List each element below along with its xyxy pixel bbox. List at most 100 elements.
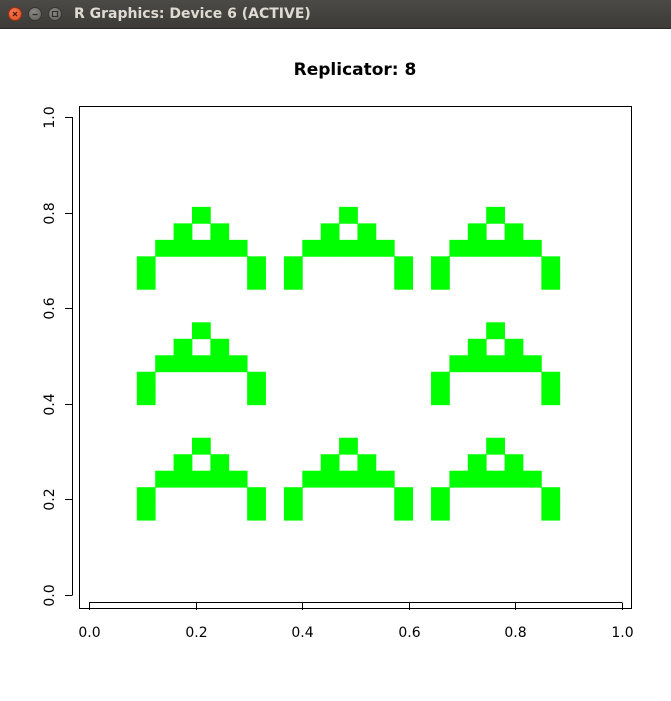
heatmap-cell <box>467 223 487 241</box>
heatmap-cell <box>522 355 542 373</box>
heatmap-cell <box>173 239 193 257</box>
heatmap-cell <box>191 239 211 257</box>
heatmap-cell <box>136 388 156 406</box>
x-tick-label: 0.0 <box>78 625 100 641</box>
heatmap-cell <box>375 239 395 257</box>
heatmap-cell <box>210 223 230 241</box>
heatmap-cell <box>486 470 505 488</box>
window-title: R Graphics: Device 6 (ACTIVE) <box>74 6 311 22</box>
heatmap-cell <box>449 470 469 488</box>
minimize-icon[interactable] <box>28 7 42 21</box>
heatmap-cell <box>247 272 266 290</box>
heatmap-cell <box>541 503 561 521</box>
heatmap-cell <box>431 487 450 505</box>
maximize-icon[interactable] <box>48 7 62 21</box>
x-tick-label: 1.0 <box>611 625 633 641</box>
heatmap-cell <box>467 470 487 488</box>
heatmap-cell <box>302 470 322 488</box>
heatmap-cell <box>228 239 248 257</box>
heatmap-cell <box>283 487 303 505</box>
heatmap-cell <box>339 239 358 257</box>
x-tick-label: 0.2 <box>185 625 207 641</box>
heatmap-cell <box>228 470 248 488</box>
heatmap-cell <box>467 239 487 257</box>
heatmap-cell <box>541 256 561 274</box>
heatmap-cell <box>394 272 414 290</box>
y-tick-label: 0.4 <box>42 393 58 415</box>
heatmap-cell <box>155 355 174 373</box>
heatmap-cell <box>320 239 340 257</box>
heatmap-cell <box>522 470 542 488</box>
y-tick-label: 0.8 <box>42 202 58 224</box>
heatmap-cell <box>173 470 193 488</box>
heatmap-cell <box>504 355 524 373</box>
heatmap-cell <box>283 272 303 290</box>
heatmap-cell <box>247 371 266 389</box>
heatmap-cell <box>155 470 174 488</box>
y-tick-label: 0.0 <box>42 584 58 606</box>
heatmap-cell <box>431 272 450 290</box>
heatmap-cell <box>339 437 358 455</box>
heatmap-cell <box>431 256 450 274</box>
heatmap-cell <box>210 355 230 373</box>
heatmap-cell <box>283 503 303 521</box>
heatmap-cell <box>210 338 230 356</box>
heatmap-cell <box>394 503 414 521</box>
heatmap-cell <box>136 503 156 521</box>
heatmap-cell <box>486 437 505 455</box>
y-tick-label: 0.2 <box>42 488 58 510</box>
heatmap-cell <box>136 256 156 274</box>
heatmap-cell <box>320 470 340 488</box>
heatmap-cell <box>357 223 377 241</box>
heatmap-cell <box>431 503 450 521</box>
heatmap-cell <box>136 487 156 505</box>
heatmap-cell <box>247 503 266 521</box>
heatmap-cell <box>467 355 487 373</box>
chart: Replicator: 8 0.0 0.2 0.4 0.6 0.8 1.0 0.0 0.2 0.4… <box>42 60 634 641</box>
heatmap-cell <box>522 239 542 257</box>
heatmap-cell <box>541 487 561 505</box>
heatmap-cell <box>504 338 524 356</box>
x-tick-label: 0.6 <box>398 625 420 641</box>
heatmap-cell <box>320 223 340 241</box>
heatmap-cell <box>155 239 174 257</box>
heatmap-cell <box>210 239 230 257</box>
heatmap-cell <box>339 470 358 488</box>
title-bar[interactable]: R Graphics: Device 6 (ACTIVE) <box>0 0 671 29</box>
heatmap-cell <box>394 256 414 274</box>
heatmap-cell <box>191 322 211 340</box>
heatmap-cell <box>467 454 487 472</box>
heatmap-cell <box>357 470 377 488</box>
plot-canvas: Replicator: 8 0.0 0.2 0.4 0.6 0.8 1.0 0.0 0.2 0.4… <box>0 29 671 701</box>
heatmap-cell <box>541 272 561 290</box>
chart-title: Replicator: 8 <box>294 60 417 80</box>
close-icon[interactable] <box>8 7 22 21</box>
heatmap-cell <box>173 338 193 356</box>
heatmap-cell <box>486 206 505 224</box>
heatmap-cell <box>210 470 230 488</box>
heatmap-cell <box>486 322 505 340</box>
heatmap-cell <box>449 239 469 257</box>
heatmap-cell <box>136 272 156 290</box>
heatmap-cell <box>431 371 450 389</box>
heatmap-cell <box>504 470 524 488</box>
heatmap-cell <box>486 239 505 257</box>
heatmap-cell <box>504 454 524 472</box>
heatmap-cell <box>449 355 469 373</box>
heatmap-cell <box>191 437 211 455</box>
heatmap-cell <box>173 454 193 472</box>
heatmap-cell <box>486 355 505 373</box>
heatmap-cell <box>247 388 266 406</box>
heatmap-cell <box>302 239 322 257</box>
heatmap-cell <box>431 388 450 406</box>
heatmap-cell <box>247 487 266 505</box>
plot-frame <box>79 106 632 609</box>
heatmap-cell <box>339 206 358 224</box>
heatmap-cell <box>247 256 266 274</box>
heatmap-cell <box>504 223 524 241</box>
heatmap-cell <box>375 470 395 488</box>
x-tick-label: 0.8 <box>504 625 526 641</box>
heatmap-cell <box>320 454 340 472</box>
heatmap-cell <box>357 239 377 257</box>
